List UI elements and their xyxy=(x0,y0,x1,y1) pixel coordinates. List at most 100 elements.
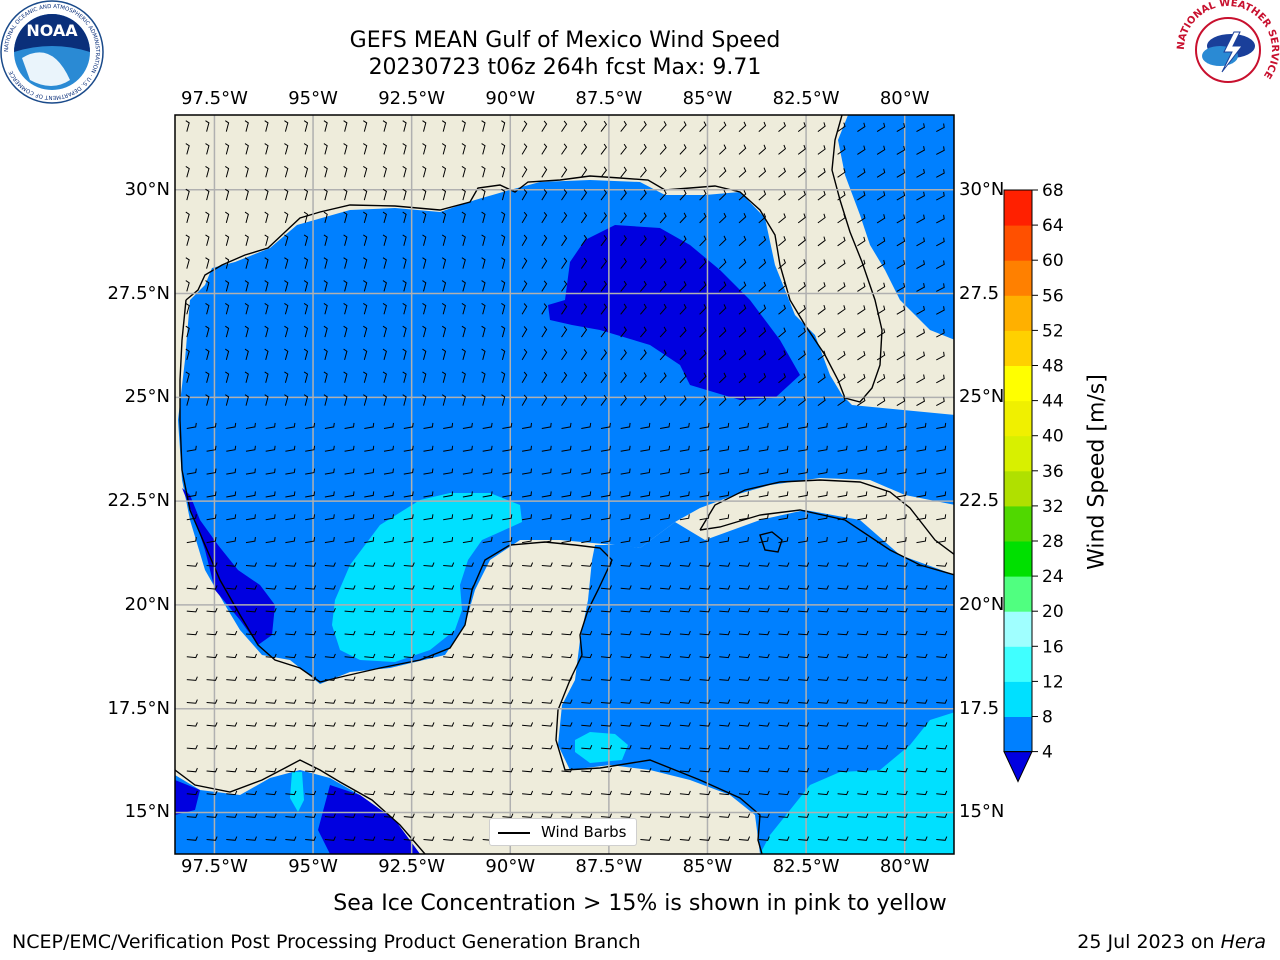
wind-barb xyxy=(580,394,588,406)
wind-barb xyxy=(778,373,786,384)
wind-barb xyxy=(640,212,647,224)
wind-barb xyxy=(640,585,652,590)
wind-barb xyxy=(600,562,612,567)
wind-barb xyxy=(265,767,277,773)
wind-barb xyxy=(521,371,528,384)
wind-barb xyxy=(324,790,336,796)
wind-barb xyxy=(461,188,466,201)
wind-barb xyxy=(205,394,210,406)
wind-barb xyxy=(364,790,376,796)
wind-barb xyxy=(521,394,528,406)
wind-barb xyxy=(206,445,217,452)
wind-barb xyxy=(323,371,328,383)
wind-barb xyxy=(876,191,886,201)
wind-barb xyxy=(244,211,249,224)
wind-barb xyxy=(461,394,466,406)
right-lat-tick-label: 15°N xyxy=(959,801,1005,823)
wind-barb xyxy=(817,304,826,315)
wind-barb xyxy=(285,767,297,773)
wind-barb xyxy=(541,653,553,659)
wind-barb xyxy=(640,235,647,247)
colorbar-tick-label: 20 xyxy=(1042,602,1064,622)
wind-barb xyxy=(837,122,846,133)
wind-barb xyxy=(876,145,886,155)
wind-barb xyxy=(403,585,415,590)
colorbar-segment xyxy=(1004,541,1032,577)
wind-barb xyxy=(206,836,218,841)
wind-barb xyxy=(206,468,217,475)
wind-barb xyxy=(561,699,573,704)
wind-barb xyxy=(186,514,197,521)
wind-barb xyxy=(936,608,948,613)
wind-barb xyxy=(501,257,506,269)
wind-barb xyxy=(640,562,652,567)
wind-barb xyxy=(323,394,328,406)
wind-barb xyxy=(521,211,528,224)
wind-barb xyxy=(344,630,356,636)
wind-barb xyxy=(324,514,335,521)
wind-barb xyxy=(719,836,731,841)
wind-barb xyxy=(264,394,269,406)
left-lat-tick-label: 27.5°N xyxy=(107,282,170,304)
wind-barb xyxy=(718,167,727,178)
wind-barb xyxy=(600,189,608,201)
wind-barb xyxy=(244,325,249,338)
wind-barb xyxy=(778,699,790,704)
wind-barb xyxy=(758,491,769,498)
wind-barb xyxy=(383,585,396,590)
wind-barb xyxy=(600,235,608,247)
wind-barb xyxy=(205,165,210,178)
wind-barb xyxy=(580,349,588,361)
wind-barb xyxy=(877,468,887,475)
wind-barb xyxy=(324,608,336,613)
wind-barb xyxy=(936,445,947,452)
wind-barb xyxy=(620,235,627,247)
wind-barb xyxy=(502,813,514,818)
wind-barb xyxy=(244,234,249,246)
wind-barb xyxy=(462,445,473,452)
wind-barb xyxy=(186,676,198,681)
wind-barb xyxy=(916,191,925,201)
wind-barb xyxy=(857,537,868,544)
wind-barb xyxy=(521,257,528,269)
wind-barb xyxy=(837,259,846,270)
wind-barb xyxy=(343,165,348,178)
wind-barb xyxy=(837,676,849,681)
wind-barb xyxy=(679,491,690,498)
wind-barb xyxy=(718,281,727,292)
wind-barb xyxy=(186,836,198,841)
wind-barb xyxy=(443,468,454,475)
wind-barb xyxy=(324,537,335,544)
wind-barb xyxy=(817,122,826,132)
wind-barb xyxy=(264,234,269,246)
wind-barb xyxy=(718,190,727,201)
wind-barb xyxy=(482,491,493,498)
wind-barb xyxy=(936,767,948,773)
wind-barb xyxy=(502,514,513,521)
wind-barb xyxy=(364,813,376,818)
wind-barb xyxy=(758,190,767,201)
wind-barb xyxy=(778,653,790,659)
wind-barb xyxy=(402,165,407,178)
wind-barb xyxy=(205,211,210,224)
wind-barb xyxy=(896,836,908,841)
wind-barb xyxy=(343,371,348,383)
wind-barb xyxy=(738,676,751,681)
wind-barb xyxy=(600,653,612,659)
wind-barb xyxy=(343,120,348,132)
wind-barb xyxy=(936,491,947,498)
wind-barb xyxy=(461,165,466,178)
wind-barb xyxy=(186,562,198,567)
wind-barb xyxy=(600,468,611,475)
wind-barb xyxy=(502,468,513,475)
wind-barb xyxy=(758,281,767,292)
wind-barb xyxy=(719,745,731,750)
wind-barb xyxy=(718,121,727,132)
wind-barb xyxy=(896,676,908,681)
wind-barb xyxy=(659,212,667,224)
wind-barb xyxy=(896,445,907,452)
wind-barb xyxy=(837,514,848,521)
left-lat-tick-label: 30°N xyxy=(124,178,170,200)
wind-barb xyxy=(324,745,336,750)
